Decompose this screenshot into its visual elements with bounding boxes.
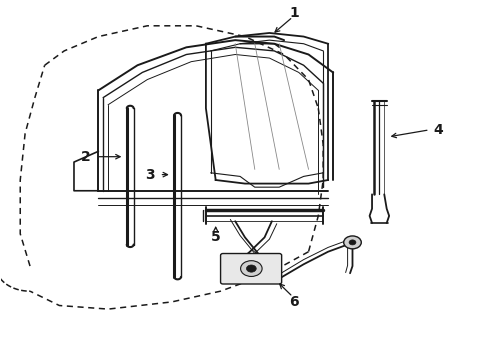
- Text: 5: 5: [211, 230, 220, 244]
- Text: 6: 6: [289, 295, 299, 309]
- Text: 1: 1: [289, 6, 299, 20]
- FancyBboxPatch shape: [220, 253, 282, 284]
- Circle shape: [246, 265, 256, 272]
- Text: 2: 2: [81, 150, 91, 164]
- Text: 3: 3: [145, 168, 154, 182]
- Text: 4: 4: [433, 123, 443, 137]
- Circle shape: [349, 240, 356, 245]
- Circle shape: [241, 261, 262, 276]
- Circle shape: [343, 236, 361, 249]
